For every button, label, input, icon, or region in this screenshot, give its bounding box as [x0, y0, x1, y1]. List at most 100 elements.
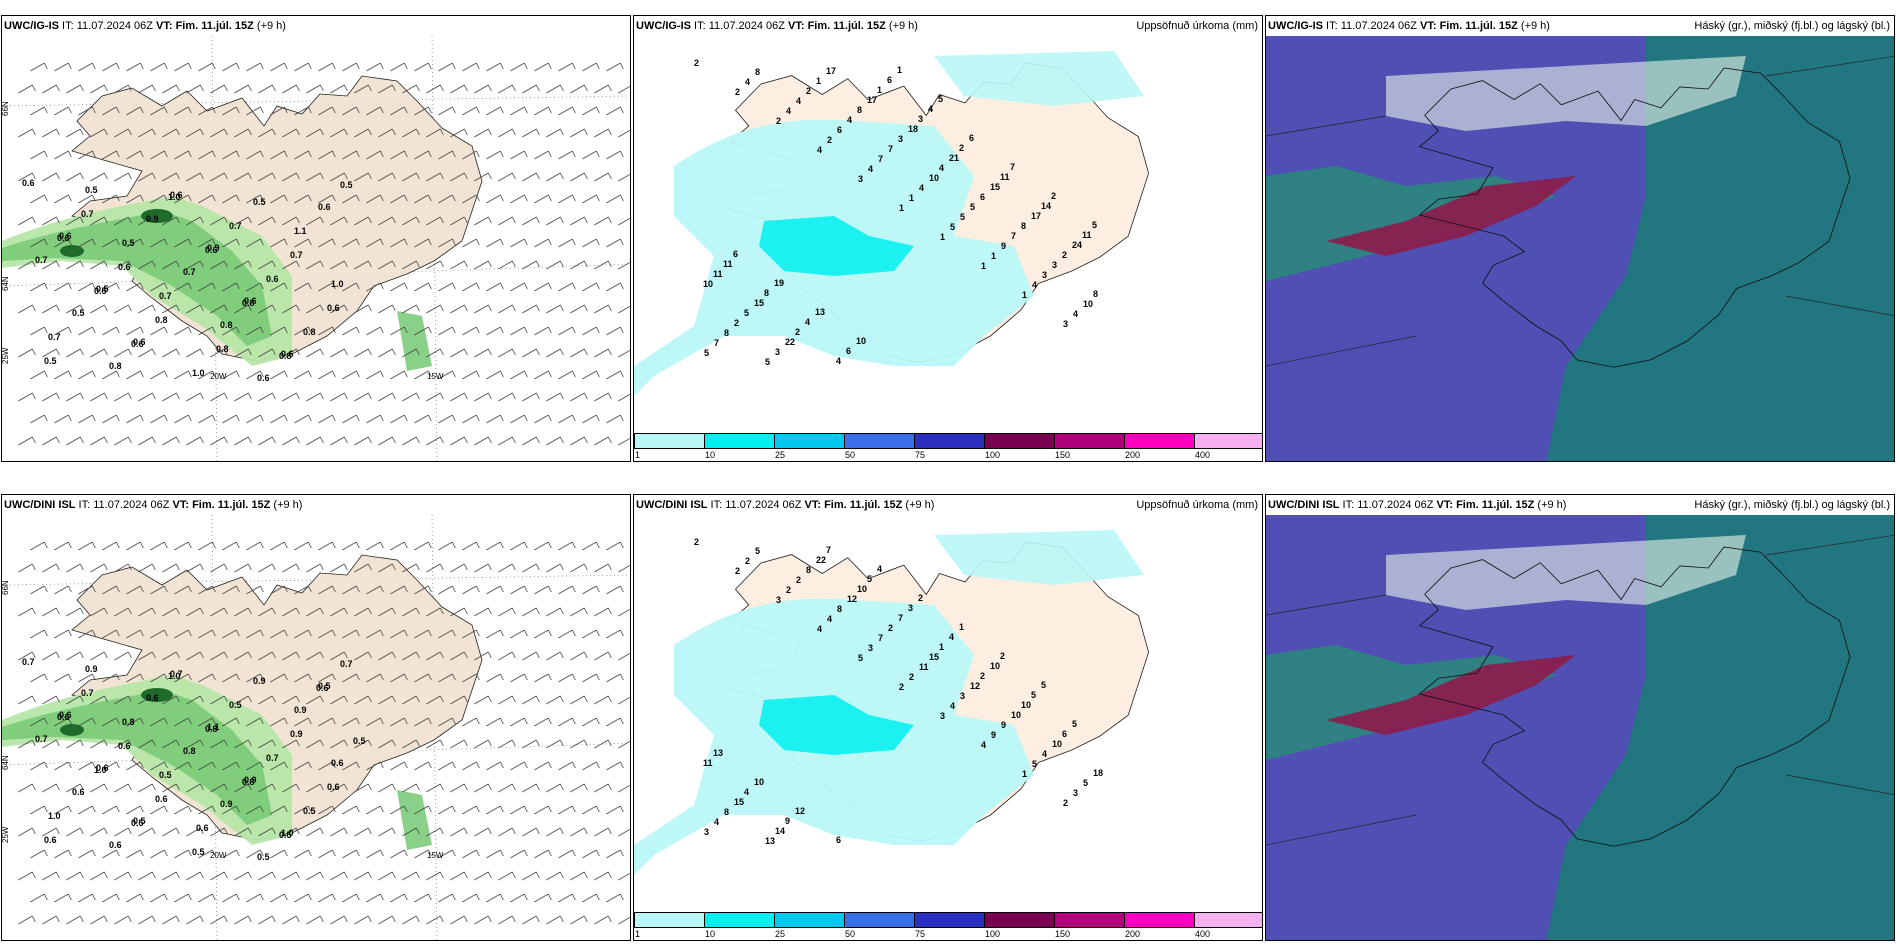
wind-barb	[462, 194, 480, 204]
precip-area-mid	[759, 216, 914, 276]
wind-barb	[342, 893, 360, 903]
wind-barb	[102, 194, 120, 204]
wind-barb	[498, 172, 516, 182]
wind-barb	[438, 150, 456, 160]
wind-barb	[66, 871, 84, 881]
wind-barb	[198, 585, 216, 595]
colorbar-segment	[984, 912, 1055, 928]
precip-value: 11	[723, 259, 733, 269]
wind-barb	[294, 414, 312, 424]
wind-barb	[258, 651, 276, 661]
wind-barb	[54, 585, 72, 595]
wind-barb	[426, 392, 444, 402]
wind-barb	[54, 541, 72, 551]
wind-barb	[174, 194, 192, 204]
wind-barb	[426, 827, 444, 837]
precip-value: 9	[1001, 720, 1006, 730]
wind-barb	[594, 392, 612, 402]
wind-barb	[426, 172, 444, 182]
wind-barb	[150, 541, 168, 551]
wind-barb	[258, 128, 276, 138]
wind-barb	[174, 106, 192, 116]
lat-label-65n: 66N	[634, 81, 636, 96]
wind-barb	[198, 370, 216, 380]
wind-barb	[534, 282, 552, 292]
wind-barb	[630, 327, 631, 335]
wind-barb	[222, 585, 240, 595]
wind-barb	[342, 585, 360, 595]
wind-barb	[510, 106, 528, 116]
wind-barb	[54, 805, 72, 815]
wind-barb	[30, 326, 48, 336]
wind-barb	[546, 392, 564, 402]
wind-barb	[186, 739, 204, 749]
wind-barb	[66, 348, 84, 358]
wind-barb	[546, 783, 564, 793]
wind-barb	[90, 84, 108, 94]
wind-barb	[450, 915, 468, 925]
wind-barb	[42, 216, 60, 226]
wind-barb	[366, 414, 384, 424]
wind-barb	[222, 282, 240, 292]
colorbar-segment	[1194, 912, 1262, 928]
wind-barb	[318, 194, 336, 204]
wind-barb	[510, 194, 528, 204]
wind-barb	[18, 260, 36, 270]
wind-barb	[270, 849, 288, 859]
precip-value: 5	[1092, 220, 1097, 230]
wind-barb	[294, 805, 312, 815]
wind-barb	[378, 392, 396, 402]
wind-barb	[174, 893, 192, 903]
wind-barb	[438, 326, 456, 336]
wind-barb	[582, 541, 600, 551]
wind-barb	[546, 84, 564, 94]
gust-value: 0.5	[303, 806, 316, 816]
wind-barb	[150, 893, 168, 903]
wind-barb	[114, 260, 132, 270]
wind-barb	[270, 326, 288, 336]
wind-barb	[294, 541, 312, 551]
wind-barb	[282, 392, 300, 402]
precip-value: 5	[960, 212, 965, 222]
gust-core	[141, 209, 173, 223]
wind-barb	[318, 849, 336, 859]
wind-barb	[270, 629, 288, 639]
wind-barb	[342, 414, 360, 424]
precip-value: 2	[888, 623, 893, 633]
wind-barb	[78, 673, 96, 683]
wind-barb	[102, 629, 120, 639]
precip-value: 5	[1083, 778, 1088, 788]
precip-value: 7	[826, 545, 831, 555]
wind-barb	[234, 827, 252, 837]
precip-value: 10	[754, 777, 764, 787]
wind-barb	[126, 541, 144, 551]
wind-barb	[102, 238, 120, 248]
wind-barb	[378, 172, 396, 182]
wind-barb	[30, 541, 48, 551]
wind-barb	[342, 717, 360, 727]
wind-barb	[306, 128, 324, 138]
wind-barb	[582, 282, 600, 292]
wind-barb	[270, 194, 288, 204]
wind-barb	[522, 304, 540, 314]
wind-barb	[342, 106, 360, 116]
wind-barb	[186, 783, 204, 793]
wind-barb	[354, 739, 372, 749]
wind-barb	[366, 673, 384, 683]
wind-barb	[558, 238, 576, 248]
wind-barb	[402, 607, 420, 617]
wind-map-svg: 0.70.60.60.50.71.10.91.00.50.70.60.60.60…	[2, 515, 630, 940]
wind-barb	[162, 695, 180, 705]
wind-barb	[558, 585, 576, 595]
wind-barb	[450, 84, 468, 94]
wind-barb	[270, 282, 288, 292]
wind-barb	[378, 827, 396, 837]
wind-barb	[30, 717, 48, 727]
wind-barb	[54, 629, 72, 639]
wind-barb	[102, 370, 120, 380]
wind-barb	[18, 348, 36, 358]
wind-barb	[354, 563, 372, 573]
gust-value: 0.5	[94, 286, 107, 296]
wind-barb	[486, 541, 504, 551]
wind-barb	[222, 326, 240, 336]
